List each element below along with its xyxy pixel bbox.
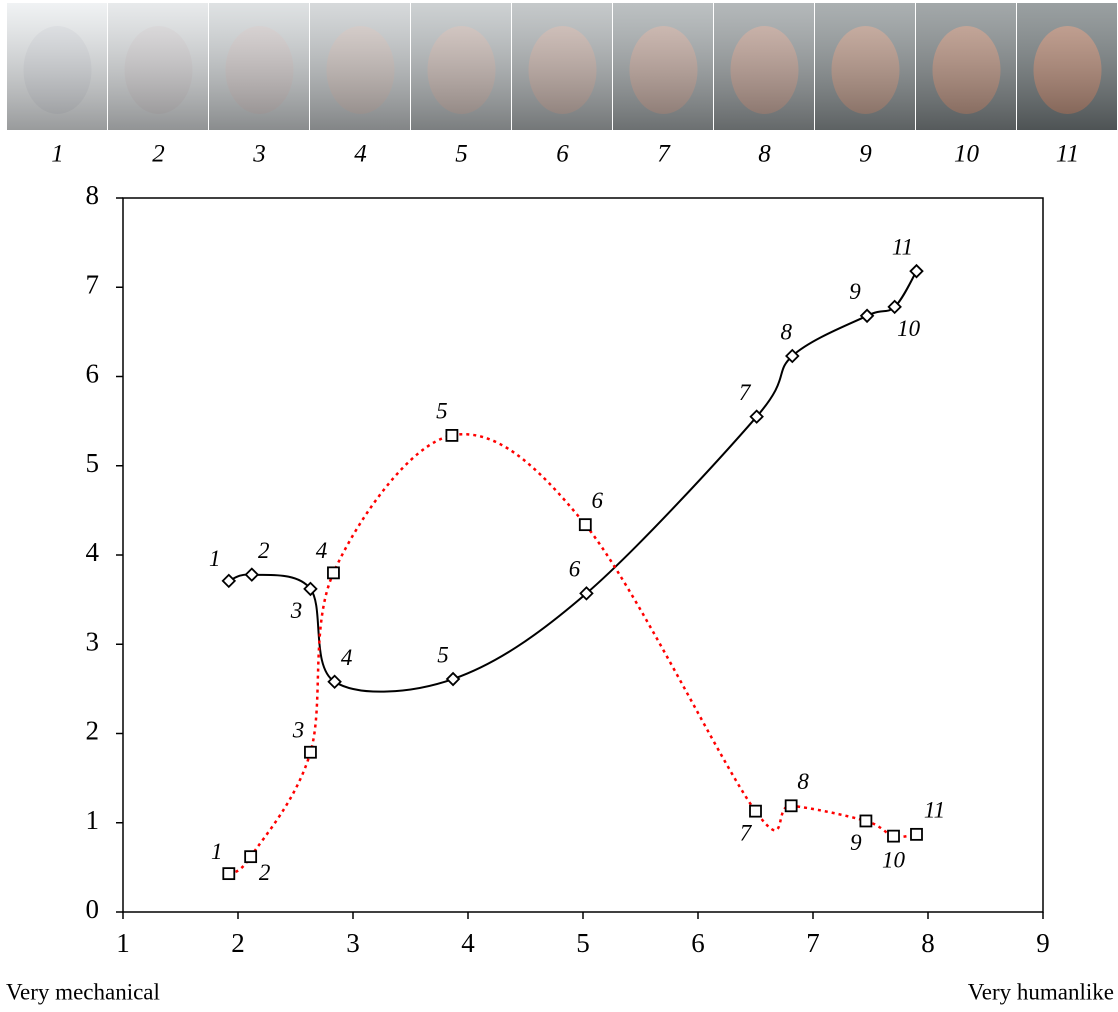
face-image-shade (7, 3, 107, 130)
image-caption: 5 (455, 141, 468, 168)
face-image-shade (1017, 3, 1117, 130)
x-tick-label: 8 (921, 928, 935, 958)
image-caption: 9 (859, 141, 872, 168)
face-image-shade (613, 3, 713, 130)
point-label: 1 (209, 546, 221, 571)
face-image-shade (411, 3, 511, 130)
point-label: 6 (569, 557, 581, 582)
point-label: 3 (290, 598, 303, 623)
y-tick-label: 4 (86, 537, 100, 567)
point-label: 9 (849, 279, 861, 304)
point-label: 1 (211, 839, 223, 864)
point-label: 9 (850, 830, 862, 855)
x-label-left: Very mechanical (6, 979, 160, 1004)
image-caption: 1 (51, 141, 64, 168)
point-label: 5 (437, 642, 449, 667)
square-marker (750, 806, 761, 817)
point-label: 7 (740, 820, 753, 845)
point-label: 11 (892, 234, 913, 259)
image-caption: 4 (354, 141, 367, 168)
point-label: 11 (924, 798, 945, 823)
square-marker (911, 829, 922, 840)
y-tick-label: 3 (86, 626, 100, 656)
point-label: 2 (259, 860, 271, 885)
diamond-marker (447, 673, 459, 685)
series-line (229, 434, 917, 873)
image-caption: 8 (758, 141, 771, 168)
square-marker (786, 800, 797, 811)
y-tick-label: 0 (86, 894, 100, 924)
diamond-marker (223, 575, 235, 587)
face-image-shade (815, 3, 915, 130)
square-marker (305, 747, 316, 758)
x-tick-label: 9 (1036, 928, 1050, 958)
x-tick-label: 5 (576, 928, 590, 958)
square-marker (223, 868, 234, 879)
x-label-right: Very humanlike (968, 979, 1114, 1004)
image-caption: 7 (657, 141, 671, 168)
face-image-shade (108, 3, 208, 130)
series-line (229, 271, 917, 691)
point-label: 4 (316, 538, 328, 563)
face-image-shade (512, 3, 612, 130)
point-label: 6 (592, 488, 604, 513)
point-label: 5 (436, 399, 448, 424)
square-marker (888, 831, 899, 842)
image-caption: 10 (954, 141, 980, 168)
image-caption: 6 (556, 141, 569, 168)
x-tick-label: 1 (116, 928, 130, 958)
image-caption: 2 (152, 141, 165, 168)
face-image-shade (714, 3, 814, 130)
square-marker (446, 430, 457, 441)
x-tick-label: 6 (691, 928, 705, 958)
square-marker (580, 519, 591, 530)
diamond-marker (911, 265, 923, 277)
x-tick-label: 7 (806, 928, 820, 958)
point-label: 4 (341, 645, 353, 670)
image-caption: 3 (252, 141, 266, 168)
point-label: 8 (781, 319, 793, 344)
point-label: 2 (258, 538, 270, 563)
y-tick-label: 8 (86, 180, 100, 210)
square-marker (860, 815, 871, 826)
face-image-shade (310, 3, 410, 130)
x-tick-label: 3 (346, 928, 360, 958)
point-label: 8 (797, 769, 809, 794)
point-label: 7 (739, 380, 752, 405)
diamond-marker (861, 310, 873, 322)
y-tick-label: 1 (86, 805, 100, 835)
point-label: 3 (292, 718, 305, 743)
square-marker (245, 851, 256, 862)
point-label: 10 (897, 316, 921, 341)
x-tick-label: 4 (461, 928, 475, 958)
square-marker (328, 567, 339, 578)
diamond-marker (246, 569, 258, 581)
image-caption: 11 (1056, 141, 1079, 168)
y-tick-label: 6 (86, 359, 100, 389)
x-tick-label: 2 (231, 928, 245, 958)
face-image-shade (916, 3, 1016, 130)
y-tick-label: 7 (86, 269, 100, 299)
face-image-shade (209, 3, 309, 130)
y-tick-label: 5 (86, 448, 100, 478)
chart: Very mechanical Very humanlike 1 2 3 4 5 6 7 8 9… (0, 0, 1118, 1012)
point-label: 10 (882, 847, 906, 872)
y-tick-label: 2 (86, 716, 100, 746)
